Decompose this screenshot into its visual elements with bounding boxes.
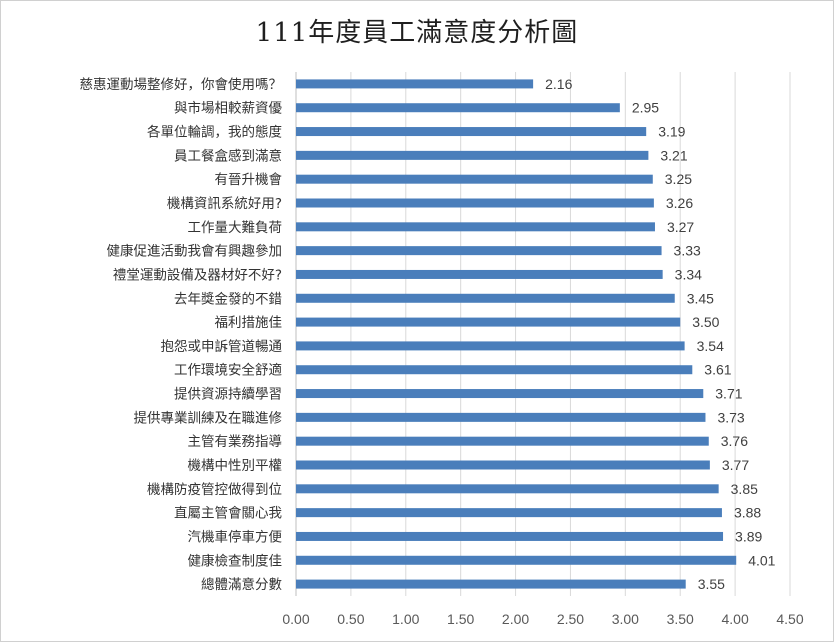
data-label: 3.34 [675,266,702,282]
gridlines [295,72,791,596]
bar [296,198,654,208]
category-label: 主管有業務指導 [188,434,283,450]
data-label: 3.61 [704,362,731,378]
x-tick-label: 4.00 [721,611,748,627]
bar [296,246,662,256]
data-label: 3.88 [734,505,761,521]
data-label: 3.21 [660,147,687,163]
bars [296,79,737,589]
chart-title: 111年度員工滿意度分析圖 [255,18,579,48]
category-labels: 慈惠運動場整修好，你會使用嗎？ 與市場相較薪資優各單位輪調，我的態度員工餐盒感到滿… [80,76,283,593]
x-tick-label: 3.00 [612,611,639,627]
category-label: 員工餐盒感到滿意 [174,147,282,164]
x-tick-label: 0.50 [337,611,364,627]
category-label: 健康檢查制度佳 [188,552,283,569]
category-label: 禮堂運動設備及器材好不好? [113,267,282,283]
x-tick-label: 3.50 [667,611,694,627]
x-tick-label: 1.00 [392,611,419,627]
category-label: 與市場相較薪資優 [174,100,282,117]
data-label: 3.33 [674,243,701,259]
category-label: 汽機車停車方便 [188,528,283,545]
category-label: 提供資源持續學習 [174,387,282,403]
x-tick-label: 4.50 [776,611,803,627]
bar [296,460,710,470]
data-label: 4.01 [748,552,775,568]
bar [296,269,663,279]
category-label: 各單位輪調，我的態度 [147,124,282,141]
category-label: 總體滿意分數 [201,576,282,593]
data-label: 3.76 [721,433,748,449]
bar [296,317,681,327]
bar [296,150,649,160]
data-label: 3.55 [698,576,725,592]
category-label: 直屬主管會關心我 [174,506,282,522]
data-label: 3.85 [731,481,758,497]
category-label: 慈惠運動場整修好，你會使用嗎？ [80,76,283,93]
data-label: 3.54 [697,338,724,354]
x-tick-label: 2.00 [502,611,529,627]
category-label: 健康促進活動我會有興趣參加 [107,243,283,260]
bar [296,103,620,113]
bar [296,531,724,541]
bar [296,412,706,422]
category-label: 去年獎金發的不錯 [174,291,282,307]
data-label: 3.77 [722,457,749,473]
x-axis-ticks: 0.00 0.50 1.00 1.50 2.00 2.50 3.00 3.50 4.00 4.50 [282,611,803,627]
bar [296,222,655,232]
data-label: 3.19 [658,124,685,140]
category-label: 福利措施佳 [215,315,283,331]
bar [296,579,686,589]
category-label: 機構中性別平權 [188,458,283,474]
data-label: 3.26 [666,195,693,211]
bar [296,365,693,375]
data-label: 2.16 [545,76,572,92]
data-label: 3.25 [665,171,692,187]
category-label: 有晉升機會 [215,172,283,188]
bar [296,389,704,399]
data-label: 2.95 [632,100,659,116]
category-label: 工作環境安全舒適 [174,362,282,379]
category-label: 工作量大難負荷 [188,220,283,236]
category-label: 提供專業訓練及在職進修 [134,410,283,426]
bar [296,555,737,565]
data-label: 3.71 [715,386,742,402]
data-label: 3.89 [735,528,762,544]
data-label: 3.45 [687,290,714,306]
category-label: 抱怨或申訴管道暢通 [161,338,283,355]
bar [296,127,647,137]
bar [296,341,685,351]
data-label: 3.50 [692,314,719,330]
bar [296,508,722,518]
category-label: 機構防疫管控做得到位 [147,481,282,498]
x-tick-label: 0.00 [282,611,309,627]
bar [296,79,534,89]
x-tick-label: 2.50 [557,611,584,627]
data-label: 3.27 [667,219,694,235]
value-labels: 2.16 2.95 3.19 3.21 3.25 3.26 3.27 3.33 3.34 3.45… [545,76,776,592]
category-label: 機構資訊系統好用? [167,196,282,212]
bar [296,293,675,303]
bar [296,436,709,446]
bar [296,484,719,494]
data-label: 3.73 [717,409,744,425]
bar [296,174,653,184]
x-tick-label: 1.50 [447,611,474,627]
